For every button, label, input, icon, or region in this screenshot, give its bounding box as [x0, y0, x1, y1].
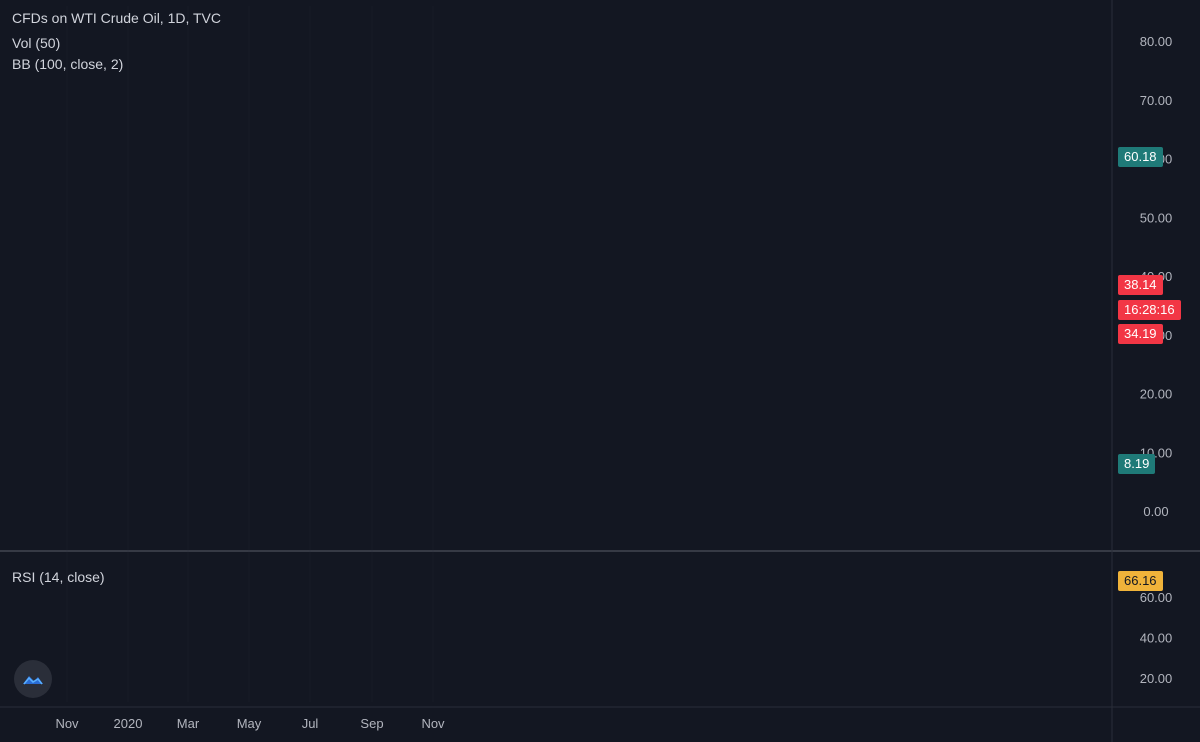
time-axis-tick: Sep — [360, 716, 383, 731]
chart-title: CFDs on WTI Crude Oil, 1D, TVC — [12, 10, 222, 26]
bb-lower-price-pill: 8.19 — [1118, 454, 1156, 474]
time-axis-tick: Nov — [55, 716, 79, 731]
rsi-axis-tick: 40.00 — [1140, 631, 1173, 646]
time-axis-tick: Nov — [421, 716, 445, 731]
rsi-axis-tick: 60.00 — [1140, 590, 1173, 605]
price-axis-tick: 70.00 — [1140, 93, 1173, 108]
time-axis-tick: Jul — [302, 716, 319, 731]
tradingview-logo-icon[interactable] — [14, 660, 52, 698]
bb-upper-price-pill: 60.18 — [1118, 147, 1163, 167]
price-axis-tick: 80.00 — [1140, 34, 1173, 49]
time-axis-tick: Mar — [177, 716, 200, 731]
rsi-axis-tick: 20.00 — [1140, 671, 1173, 686]
bar-countdown-pill: 16:28:16 — [1118, 300, 1181, 320]
rsi-value-pill: 66.16 — [1118, 571, 1163, 591]
last-price-pill: 38.14 — [1118, 275, 1163, 295]
time-axis-tick: May — [237, 716, 262, 731]
time-axis-tick: 2020 — [114, 716, 143, 731]
price-axis-tick: 50.00 — [1140, 210, 1173, 225]
price-axis-tick: 0.00 — [1143, 504, 1168, 519]
bollinger-indicator-label[interactable]: BB (100, close, 2) — [12, 56, 124, 72]
price-axis-tick: 20.00 — [1140, 387, 1173, 402]
volume-indicator-label[interactable]: Vol (50) — [12, 35, 61, 51]
rsi-indicator-label[interactable]: RSI (14, close) — [12, 569, 105, 585]
moving-average-price-pill: 34.19 — [1118, 324, 1163, 344]
